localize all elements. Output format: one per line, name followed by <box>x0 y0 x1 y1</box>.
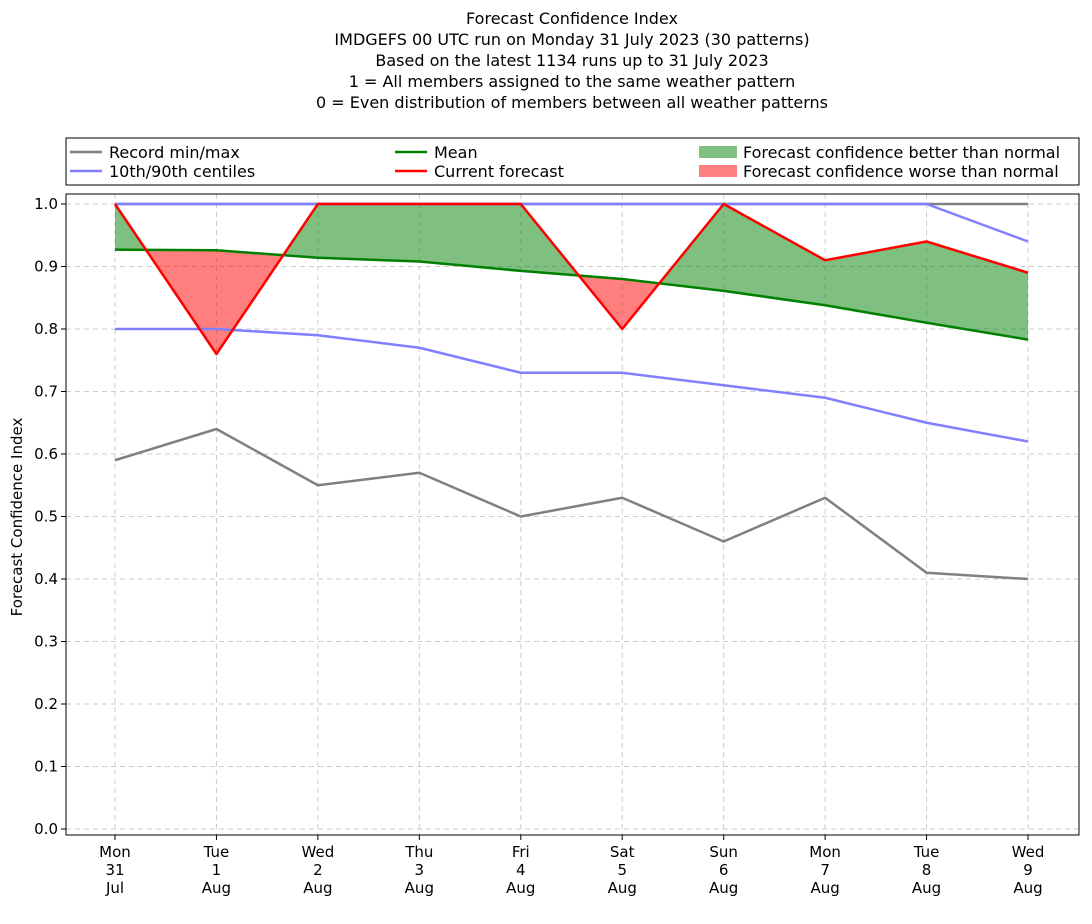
y-tick-label: 0.9 <box>34 258 58 276</box>
x-tick-label: 9 <box>1023 861 1033 879</box>
y-tick-label: 0.1 <box>34 758 58 776</box>
x-tick-label: Thu <box>404 843 433 861</box>
legend-label-better: Forecast confidence better than normal <box>743 143 1060 162</box>
y-tick-label: 0.3 <box>34 633 58 651</box>
series-line-p10 <box>115 327 1029 443</box>
x-axis: Mon31JulTue1AugWed2AugThu3AugFri4AugSat5… <box>99 835 1044 897</box>
x-tick-label: Aug <box>405 879 434 897</box>
x-tick-label: 1 <box>212 861 222 879</box>
x-tick-label: Fri <box>512 843 530 861</box>
title-line-3: Based on the latest 1134 runs up to 31 J… <box>375 51 768 70</box>
x-tick-label: Wed <box>1012 843 1045 861</box>
x-tick-label: 6 <box>719 861 729 879</box>
x-tick-label: 2 <box>313 861 323 879</box>
chart-title: Forecast Confidence Index IMDGEFS 00 UTC… <box>316 9 828 112</box>
grid <box>66 194 1079 835</box>
y-tick-label: 0.5 <box>34 508 58 526</box>
x-tick-label: Aug <box>202 879 231 897</box>
y-tick-label: 0.2 <box>34 695 58 713</box>
title-line-2: IMDGEFS 00 UTC run on Monday 31 July 202… <box>334 30 809 49</box>
fill-better-than-normal <box>419 204 521 271</box>
y-tick-label: 0.4 <box>34 570 58 588</box>
x-tick-label: Aug <box>303 879 332 897</box>
x-tick-label: Aug <box>608 879 637 897</box>
x-tick-label: Aug <box>709 879 738 897</box>
x-tick-label: Tue <box>913 843 940 861</box>
y-axis-label: Forecast Confidence Index <box>8 418 26 617</box>
x-tick-label: Mon <box>809 843 841 861</box>
fill-better-than-normal <box>723 204 826 306</box>
legend-label-current: Current forecast <box>434 162 564 181</box>
legend-label-worse: Forecast confidence worse than normal <box>743 162 1059 181</box>
x-tick-label: Aug <box>1013 879 1042 897</box>
x-tick-label: Mon <box>99 843 131 861</box>
x-tick-label: Aug <box>810 879 839 897</box>
legend-label-centiles: 10th/90th centiles <box>109 162 255 181</box>
plot-frame <box>65 193 1080 836</box>
fill-better-than-normal <box>825 241 927 323</box>
legend-box <box>65 137 1080 186</box>
series-line-record-min <box>114 427 1029 581</box>
legend-swatch-worse <box>699 165 737 177</box>
x-tick-label: 8 <box>922 861 932 879</box>
series-lines <box>113 202 1029 581</box>
y-axis: 0.0 0.1 0.2 0.3 0.4 0.5 0.6 0.7 0.8 0.9 1.0 <box>34 195 66 838</box>
y-tick-label: 1.0 <box>34 195 58 213</box>
title-line-5: 0 = Even distribution of members between… <box>316 93 828 112</box>
x-tick-label: Tue <box>203 843 230 861</box>
series-line-current <box>113 202 1029 356</box>
x-tick-label: Wed <box>302 843 335 861</box>
x-tick-label: 31 <box>105 861 124 879</box>
x-tick-label: Sun <box>709 843 738 861</box>
legend: Record min/max 10th/90th centiles Mean C… <box>65 137 1080 186</box>
y-tick-label: 0.6 <box>34 445 58 463</box>
y-tick-label: 0.0 <box>34 820 58 838</box>
x-tick-label: Aug <box>912 879 941 897</box>
legend-swatch-better <box>699 146 737 158</box>
y-tick-label: 0.7 <box>34 383 58 401</box>
y-tick-label: 0.8 <box>34 320 58 338</box>
x-tick-label: Sat <box>610 843 635 861</box>
legend-label-record: Record min/max <box>109 143 240 162</box>
x-tick-label: 5 <box>617 861 627 879</box>
series-line-p90 <box>115 202 1029 243</box>
fill-better-than-normal <box>317 204 420 262</box>
title-line-4: 1 = All members assigned to the same wea… <box>349 72 796 91</box>
x-tick-label: 7 <box>820 861 830 879</box>
x-tick-label: Jul <box>105 879 124 897</box>
series-line-mean <box>114 248 1029 341</box>
x-tick-label: 4 <box>516 861 526 879</box>
legend-label-mean: Mean <box>434 143 478 162</box>
title-line-1: Forecast Confidence Index <box>466 9 678 28</box>
x-tick-label: 3 <box>415 861 425 879</box>
x-tick-label: Aug <box>506 879 535 897</box>
